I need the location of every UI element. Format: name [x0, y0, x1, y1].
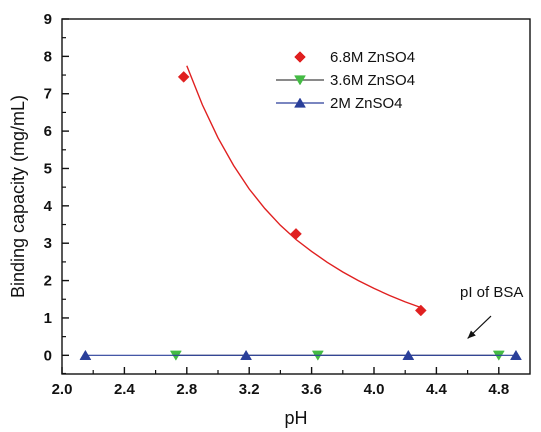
x-tick-label: 2.4: [114, 381, 136, 398]
y-tick-label: 6: [44, 123, 52, 140]
x-tick-label: 4.0: [364, 381, 385, 398]
series-1: [177, 65, 427, 317]
legend-label: 3.6M ZnSO4: [330, 72, 415, 89]
y-tick-label: 7: [44, 86, 52, 103]
fit-curve: [186, 65, 422, 309]
series-layer: [79, 65, 522, 361]
legend-marker: [294, 97, 306, 108]
legend-item: 3.6M ZnSO4: [276, 72, 415, 89]
y-tick-label: 4: [44, 198, 53, 215]
y-tick-label: 2: [44, 273, 52, 290]
x-axis-title: pH: [284, 408, 307, 428]
y-tick-label: 0: [44, 347, 52, 364]
x-tick-label: 3.2: [239, 381, 260, 398]
data-point: [402, 349, 415, 360]
annotation-layer: pI of BSA: [460, 284, 523, 339]
arrow-head: [467, 330, 476, 339]
y-axis-title: Binding capacity (mg/mL): [8, 95, 28, 298]
y-tick-label: 5: [44, 160, 52, 177]
x-tick-label: 4.4: [426, 381, 448, 398]
legend-marker: [294, 51, 306, 63]
y-tick-label: 3: [44, 235, 52, 252]
legend-item: 2M ZnSO4: [276, 95, 403, 112]
plot-frame: [61, 18, 531, 375]
y-tick-label: 1: [44, 310, 52, 327]
data-point: [510, 349, 522, 360]
x-tick-label: 4.8: [488, 381, 509, 398]
legend-label: 2M ZnSO4: [330, 95, 403, 112]
x-tick-label: 3.6: [301, 381, 322, 398]
series-3: [79, 349, 522, 360]
legend-label: 6.8M ZnSO4: [330, 49, 415, 66]
y-tick-label: 9: [44, 11, 52, 28]
annotation: pI of BSA: [460, 284, 523, 339]
legend-marker: [294, 75, 306, 86]
data-point: [79, 349, 92, 360]
data-point: [177, 71, 190, 83]
data-point: [290, 228, 302, 240]
legend: 6.8M ZnSO4 3.6M ZnSO4 2M ZnSO4: [276, 49, 415, 112]
data-point: [240, 349, 253, 360]
x-tick-label: 2.0: [52, 381, 73, 398]
y-tick-label: 8: [44, 48, 52, 65]
x-tick-label: 2.8: [176, 381, 197, 398]
annotation-text: pI of BSA: [460, 284, 523, 301]
data-point: [414, 304, 427, 317]
legend-item: 6.8M ZnSO4: [294, 49, 415, 66]
axes-layer: 2.0 2.4 2.8 3.2 3.6 4.0 4.4 4.8 0 1 2 3 4 5 6 7 8 9: [44, 11, 531, 398]
